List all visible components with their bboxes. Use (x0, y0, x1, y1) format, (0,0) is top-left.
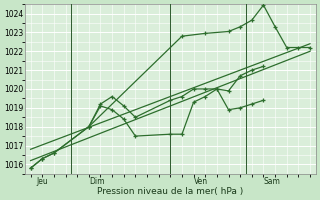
Text: Ven: Ven (194, 177, 208, 186)
Text: Jeu: Jeu (36, 177, 48, 186)
X-axis label: Pression niveau de la mer( hPa ): Pression niveau de la mer( hPa ) (97, 187, 244, 196)
Text: Dim: Dim (89, 177, 104, 186)
Text: Sam: Sam (263, 177, 280, 186)
